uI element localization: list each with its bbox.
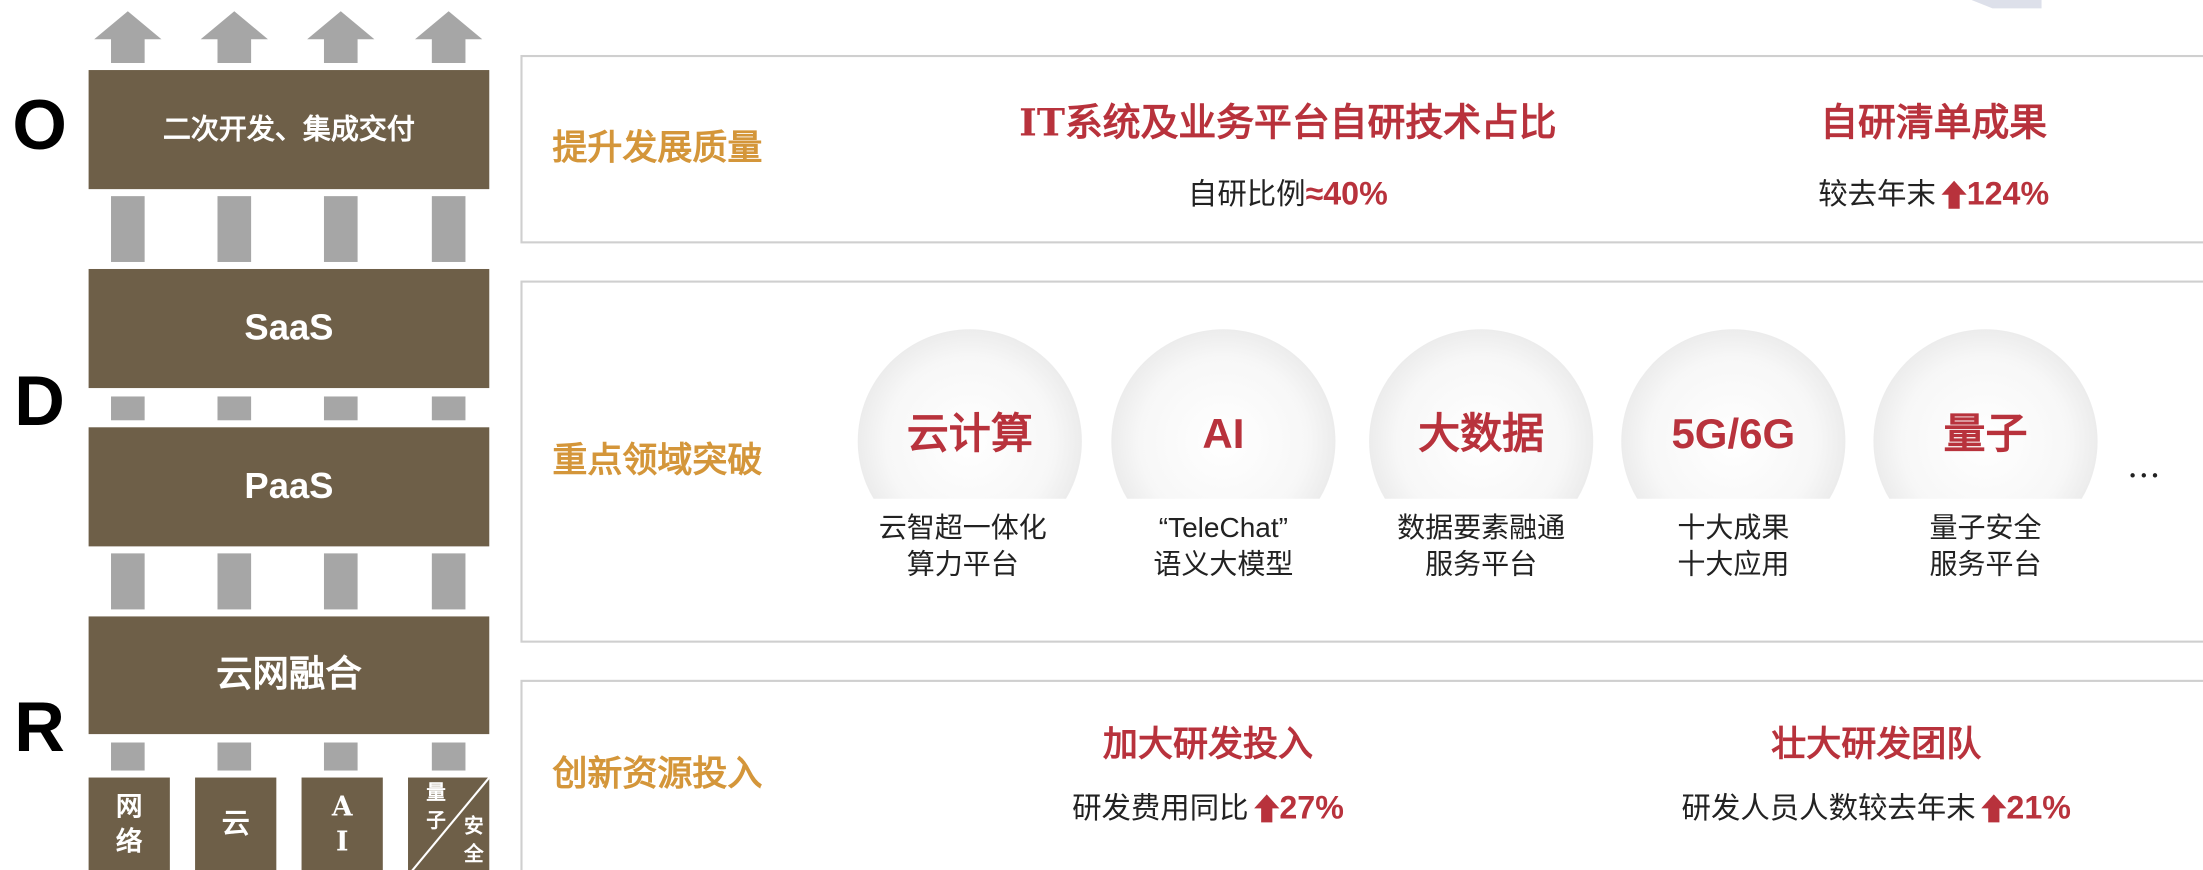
up-icon <box>1981 794 2007 823</box>
area-desc: 服务平台 <box>1930 547 2042 580</box>
area-desc: 服务平台 <box>1425 547 1537 580</box>
area-desc: 十大成果 <box>1677 511 1789 544</box>
layer-letter: D <box>14 362 65 440</box>
up-arrow <box>200 11 268 64</box>
layer <box>88 70 490 190</box>
connector <box>111 742 145 771</box>
base-block <box>195 777 277 870</box>
metric-line: 研发费用同比 27% <box>1072 789 1344 825</box>
metric-label: 研发费用同比 <box>1072 791 1248 825</box>
connector <box>111 396 145 421</box>
layer-label: PaaS <box>244 465 333 506</box>
area-circle <box>1111 329 1336 499</box>
layer-letter: O <box>12 86 66 164</box>
layer-letter: R <box>14 688 65 766</box>
area-circle <box>857 329 1082 499</box>
area-desc: 十大应用 <box>1677 547 1789 580</box>
area-desc: 量子安全 <box>1930 511 2042 544</box>
area-name: 大数据 <box>1418 409 1544 458</box>
connector <box>323 742 358 771</box>
area-name: AI <box>1202 410 1244 457</box>
more: … <box>2127 446 2161 485</box>
panel-title: 创新资源投入 <box>551 754 762 795</box>
metric-heading: 自研清单成果 <box>1820 100 2047 145</box>
metric-heading: IT系统及业务平台自研技术占比 <box>1019 100 1556 145</box>
area-name: 量子 <box>1943 409 2027 458</box>
metric-line: 较去年末 124% <box>1818 176 2049 212</box>
connector <box>431 196 466 262</box>
base-block <box>301 777 383 870</box>
decor <box>1971 0 2042 9</box>
area-circle <box>1369 329 1594 499</box>
metric-value: 27% <box>1279 789 1344 825</box>
base-block <box>88 777 170 870</box>
panel <box>520 679 2203 870</box>
metric-line: 自研比例 ≈40% <box>1188 176 1388 212</box>
metric-heading: 壮大研发团队 <box>1771 724 1982 765</box>
connector <box>431 396 466 421</box>
metric-line: 研发人员人数较去年末 21% <box>1682 789 2071 825</box>
divider <box>411 776 491 870</box>
base-label: 云 <box>222 807 250 840</box>
connector <box>323 196 358 262</box>
base-label: 量子 <box>426 780 446 831</box>
area-desc: 算力平台 <box>907 547 1019 580</box>
area-circle <box>1621 329 1846 499</box>
area-desc: 数据要素融通 <box>1397 511 1565 544</box>
metric-value: 21% <box>2006 789 2071 825</box>
metric-label: 研发人员人数较去年末 <box>1682 791 1976 825</box>
area-name: 云计算 <box>907 409 1033 458</box>
connector <box>323 553 358 610</box>
area-name: 5G/6G <box>1671 410 1795 457</box>
panel <box>520 54 2203 244</box>
up-arrow <box>307 11 375 64</box>
connector <box>111 196 145 262</box>
base-label: 安全 <box>463 814 484 865</box>
metric-label: 自研比例 <box>1188 177 1306 211</box>
connector <box>323 396 358 421</box>
layer <box>88 268 490 389</box>
metric-value: 124% <box>1967 176 2049 212</box>
area-desc: 语义大模型 <box>1153 547 1293 580</box>
connector <box>431 553 466 610</box>
metric-value: ≈40% <box>1306 176 1388 212</box>
area-desc: “TeleChat” <box>1159 512 1288 543</box>
connector <box>217 396 252 421</box>
layer <box>88 427 490 547</box>
panel-title: 提升发展质量 <box>552 127 762 168</box>
connector <box>217 742 252 771</box>
connector <box>431 742 466 771</box>
area-circle <box>1873 329 2098 499</box>
metric-label: 较去年末 <box>1818 177 1936 211</box>
up-icon <box>1941 180 1967 209</box>
connector <box>217 553 252 610</box>
connector <box>111 553 145 610</box>
metric-heading: 加大研发投入 <box>1103 724 1313 765</box>
layer <box>88 616 490 735</box>
layer-label: 云网融合 <box>216 652 362 695</box>
up-arrow <box>415 11 483 64</box>
base-label: 网络 <box>116 791 143 857</box>
area-desc: 云智超一体化 <box>879 511 1047 544</box>
up-arrow <box>94 11 162 64</box>
layer-label: SaaS <box>244 307 333 348</box>
layer-label: 二次开发、集成交付 <box>163 112 415 145</box>
panel-title: 重点领域突破 <box>552 440 762 481</box>
connector <box>217 196 252 262</box>
